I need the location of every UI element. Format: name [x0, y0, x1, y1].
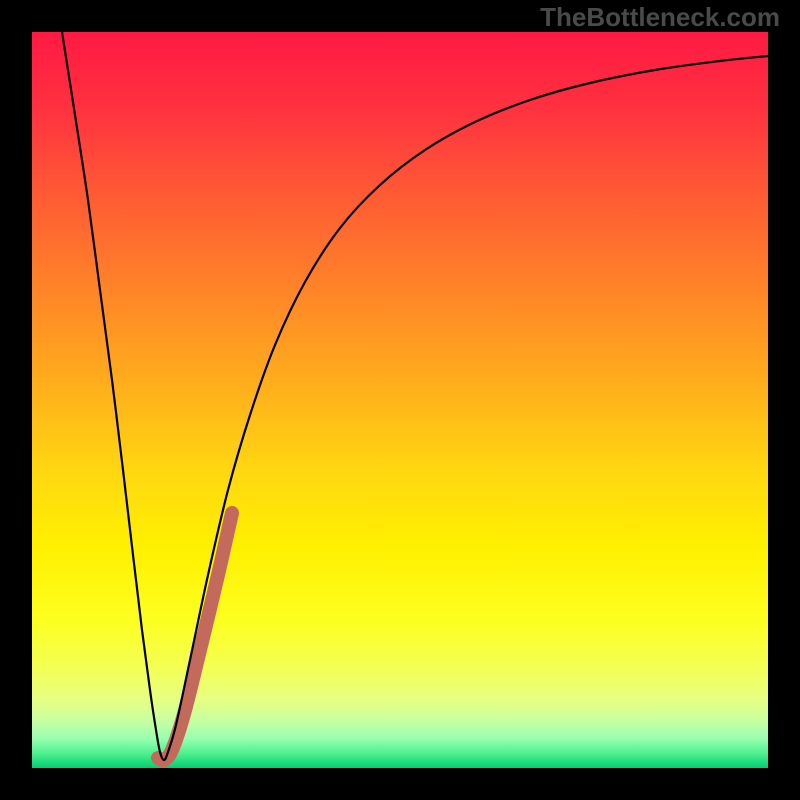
chart-frame-border	[0, 0, 800, 800]
watermark-text: TheBottleneck.com	[540, 2, 780, 33]
chart-container: TheBottleneck.com	[0, 0, 800, 800]
